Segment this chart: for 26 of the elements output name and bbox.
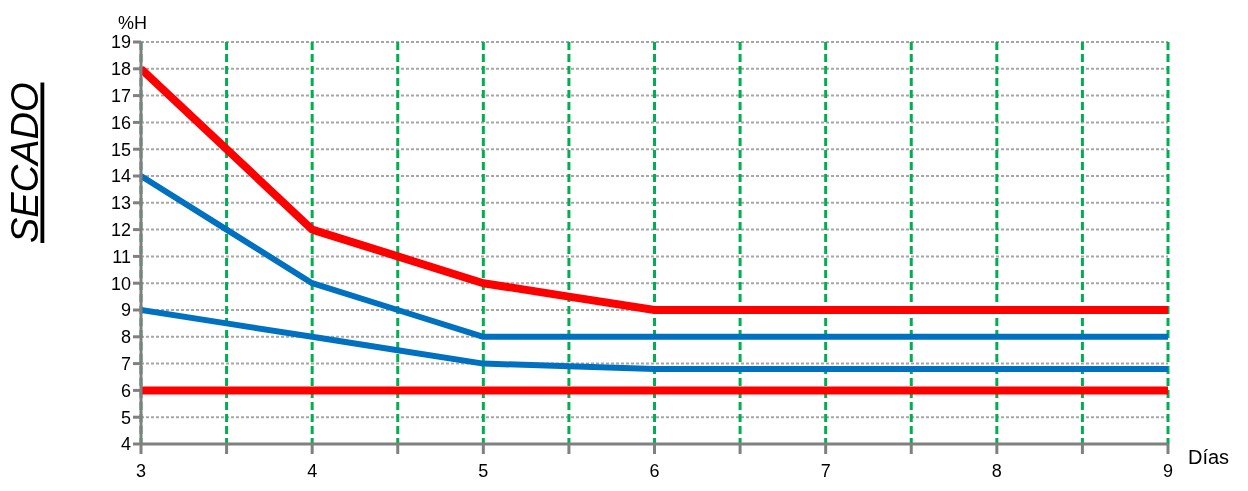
y-axis-title: SECADO	[4, 82, 47, 243]
y-tick-label: 17	[110, 85, 131, 106]
x-tick-label: 8	[991, 460, 1002, 481]
y-tick-label: 5	[120, 407, 131, 428]
y-tick-label: 13	[110, 193, 131, 214]
text: %H	[118, 13, 148, 34]
y-tick-label: 12	[110, 219, 131, 240]
y-tick-label: 14	[110, 166, 131, 187]
y-tick-label: 18	[110, 59, 131, 80]
y-tick-label: 19	[110, 32, 131, 53]
y-tick-label: 9	[120, 300, 131, 321]
x-axis-title: Días	[1188, 446, 1230, 469]
y-tick-label: 15	[110, 139, 131, 160]
x-tick-label: 9	[1162, 460, 1174, 481]
x-tick-label: 4	[307, 460, 318, 481]
y-tick-label: 6	[120, 380, 131, 401]
x-tick-label: 3	[135, 460, 147, 481]
y-tick-label: 4	[120, 434, 131, 455]
y-tick-label: 11	[112, 246, 131, 267]
x-tick-label: 7	[820, 460, 831, 481]
y-tick-label: 10	[110, 273, 131, 294]
x-tick-label: 6	[649, 460, 660, 481]
y-tick-label: 7	[120, 353, 131, 374]
x-tick-label: 5	[478, 460, 489, 481]
y-tick-label: 8	[120, 327, 131, 348]
y-tick-label: 16	[110, 112, 131, 133]
